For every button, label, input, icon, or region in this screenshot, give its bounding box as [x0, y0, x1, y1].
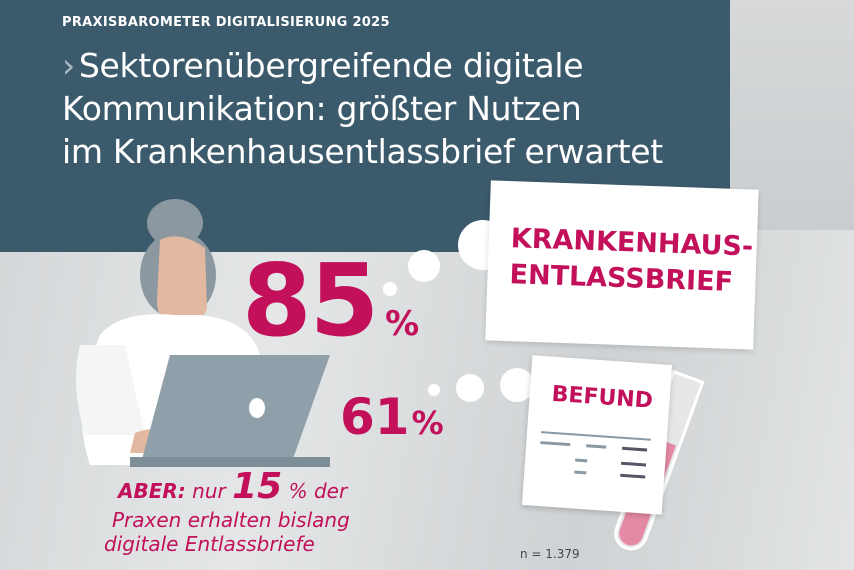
kicker: PRAXISBAROMETER DIGITALISIERUNG 2025	[62, 15, 390, 30]
title-line: Kommunikation: größter Nutzen	[62, 89, 582, 128]
note-emph: ABER:	[118, 479, 186, 503]
title-line: Sektorenübergreifende digitale	[78, 46, 584, 85]
note-unit: %	[288, 479, 308, 503]
stat-value: 85	[242, 242, 379, 359]
stat-unit: %	[411, 404, 444, 442]
thought-bubble	[456, 374, 484, 402]
thought-bubble	[428, 384, 440, 396]
note-text: nur	[192, 479, 226, 503]
note-value: 15	[232, 466, 283, 507]
thought-bubble	[500, 368, 534, 402]
thought-bubble	[408, 250, 440, 282]
thought-bubble	[383, 282, 397, 296]
card-label-line: KRANKENHAUS-	[510, 223, 754, 263]
befund-card: BEFUND	[521, 355, 673, 515]
doctor-with-laptop-illustration	[76, 199, 330, 467]
note-line: digitale Entlassbriefe	[104, 532, 315, 556]
stat-befund: 61%	[340, 388, 444, 446]
card-label: KRANKENHAUS- ENTLASSBRIEF	[509, 221, 754, 301]
entlassbrief-card: KRANKENHAUS- ENTLASSBRIEF	[485, 180, 759, 350]
note-line: Praxen erhalten bislang	[112, 508, 350, 532]
note: ABER: nur 15 % der Praxen erhalten bisla…	[104, 466, 350, 556]
page-title: › Sektorenübergreifende digitale Kommunik…	[62, 44, 663, 173]
note-text: der	[313, 479, 348, 503]
stat-value: 61	[340, 388, 410, 446]
card-label-line: ENTLASSBRIEF	[509, 259, 734, 298]
sample-size: n = 1.379	[520, 547, 580, 561]
card-label: BEFUND	[550, 381, 654, 414]
stat-unit: %	[385, 304, 419, 344]
stat-entlassbrief: 85%	[242, 242, 419, 359]
title-line: im Krankenhausentlassbrief erwartet	[62, 132, 663, 171]
chevron-right-icon: ›	[62, 46, 75, 85]
